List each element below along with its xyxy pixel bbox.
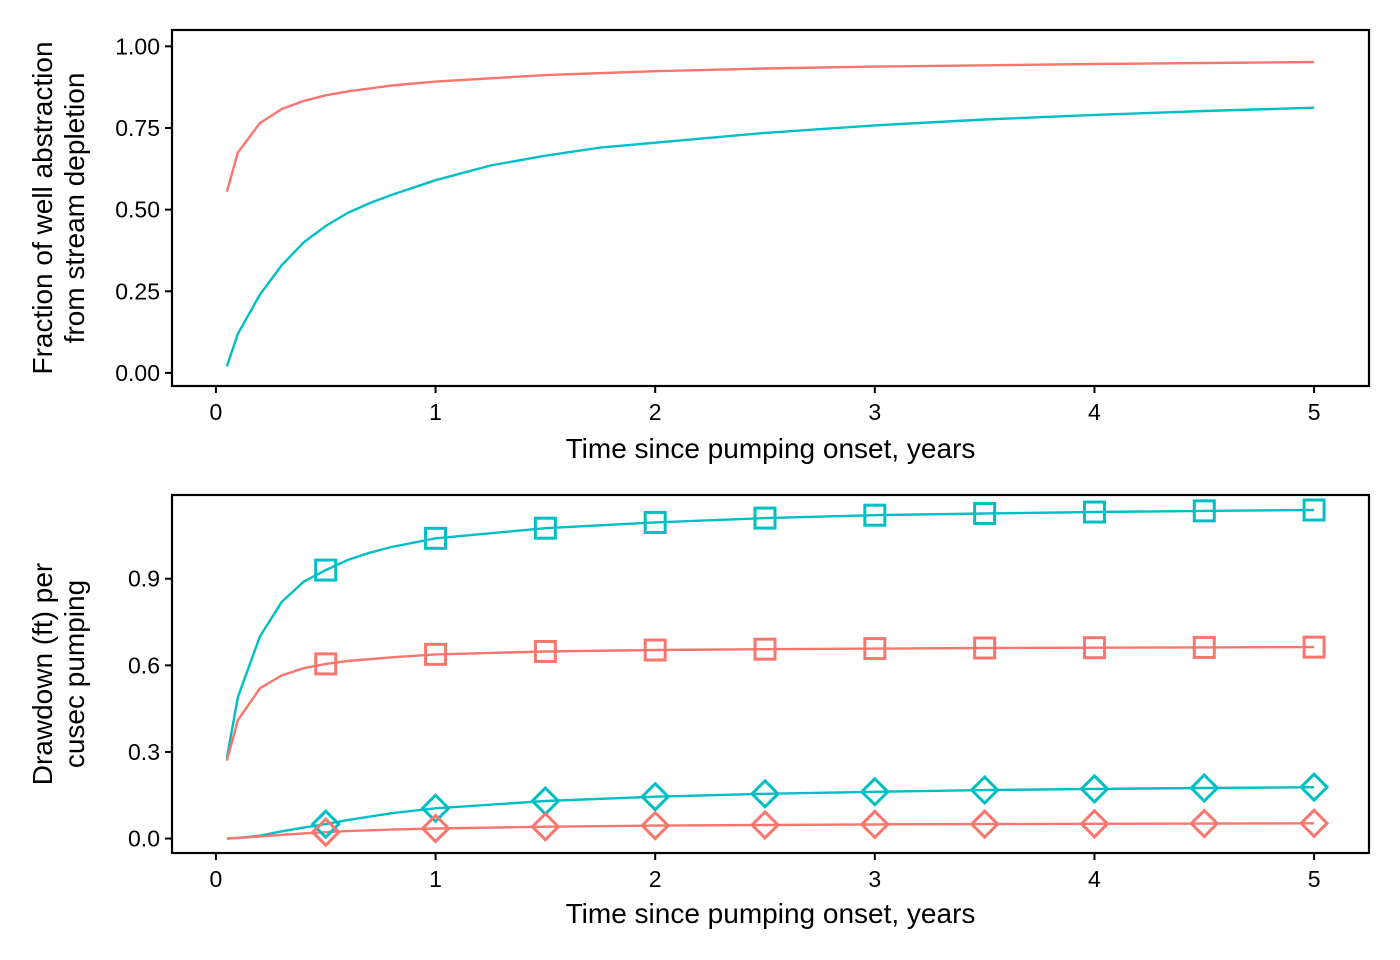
diamond-marker <box>640 810 671 841</box>
y-tick-label: 0.3 <box>128 739 160 765</box>
y-axis-title-line-2: from stream depletion <box>59 73 90 344</box>
diamond-marker <box>859 776 890 807</box>
x-tick-label: 1 <box>429 866 442 892</box>
square-marker <box>314 558 338 582</box>
diamond-marker <box>1189 772 1220 804</box>
series-line-1 <box>225 106 1315 367</box>
square-marker <box>1302 498 1326 522</box>
x-tick-label: 1 <box>429 399 442 425</box>
x-tick-label: 3 <box>868 399 881 425</box>
diamond-marker <box>420 793 451 824</box>
diamond-marker <box>640 781 671 812</box>
diamond-marker <box>859 809 890 840</box>
x-tick-label: 5 <box>1308 866 1321 892</box>
y-tick-label: 0.0 <box>128 826 160 852</box>
square-marker <box>863 503 887 527</box>
y-tick-label: 0.00 <box>115 360 160 386</box>
square-marker <box>973 501 997 525</box>
diamond-marker <box>1298 808 1330 839</box>
series-line-3 <box>226 822 1315 840</box>
square-marker <box>1082 636 1106 660</box>
square-marker <box>1192 499 1216 523</box>
series-line-2 <box>226 786 1315 840</box>
y-axis-title-line-1: Drawdown (ft) per <box>27 563 58 786</box>
diamond-marker <box>749 809 781 841</box>
diamond-marker <box>310 809 341 840</box>
diamond-marker <box>749 778 781 809</box>
y-tick-label: 0.9 <box>128 566 160 592</box>
diamond-marker <box>310 817 341 848</box>
y-tick-label: 0.50 <box>115 197 160 223</box>
square-marker <box>1082 500 1106 524</box>
square-marker <box>1302 635 1326 659</box>
series-line-0 <box>225 508 1315 758</box>
diamond-marker <box>420 813 451 844</box>
x-tick-label: 4 <box>1088 866 1101 892</box>
y-tick-label: 0.25 <box>115 278 160 304</box>
square-marker <box>753 506 777 530</box>
x-tick-label: 3 <box>868 866 881 892</box>
diamond-marker <box>1079 808 1110 839</box>
series-line-0 <box>225 60 1315 193</box>
panel-frame <box>170 493 1371 855</box>
x-axis-title: Time since pumping onset, years <box>566 433 976 464</box>
square-marker <box>643 638 667 662</box>
x-tick-label: 0 <box>210 399 223 425</box>
square-marker <box>533 639 557 663</box>
y-axis-title-line-1: Fraction of well abstraction <box>27 41 58 374</box>
y-tick-label: 0.6 <box>128 652 160 678</box>
square-marker <box>533 516 557 540</box>
diamond-marker <box>1189 808 1220 839</box>
square-marker <box>863 637 887 661</box>
diamond-marker <box>1298 772 1330 803</box>
x-axis-title: Time since pumping onset, years <box>566 898 976 929</box>
y-axis-title-line-2: cusec pumping <box>59 580 90 768</box>
diamond-marker <box>969 809 1000 840</box>
diamond-marker <box>969 774 1000 806</box>
x-tick-label: 2 <box>649 866 662 892</box>
square-marker <box>314 652 338 676</box>
x-tick-label: 4 <box>1088 399 1101 425</box>
panel-frame <box>170 28 1371 388</box>
diamond-marker <box>530 811 561 842</box>
x-tick-label: 5 <box>1308 399 1321 425</box>
y-tick-label: 1.00 <box>115 33 160 59</box>
x-tick-label: 2 <box>649 399 662 425</box>
square-marker <box>424 642 448 666</box>
y-tick-label: 0.75 <box>115 115 160 141</box>
depletion-panel: 0 1 2 3 4 5 0.00 0.25 0.50 0.75 1.00 Time since pum… <box>27 28 1371 464</box>
series-line-1 <box>225 645 1315 761</box>
diamond-marker <box>1079 773 1110 805</box>
square-marker <box>973 636 997 660</box>
square-marker <box>424 526 448 550</box>
square-marker <box>643 510 667 534</box>
square-marker <box>753 637 777 661</box>
x-tick-label: 0 <box>210 866 223 892</box>
square-marker <box>1192 635 1216 659</box>
drawdown-panel: 0 1 2 3 4 5 0.0 0.3 0.6 0.9 Time since pumping ons… <box>27 493 1371 929</box>
